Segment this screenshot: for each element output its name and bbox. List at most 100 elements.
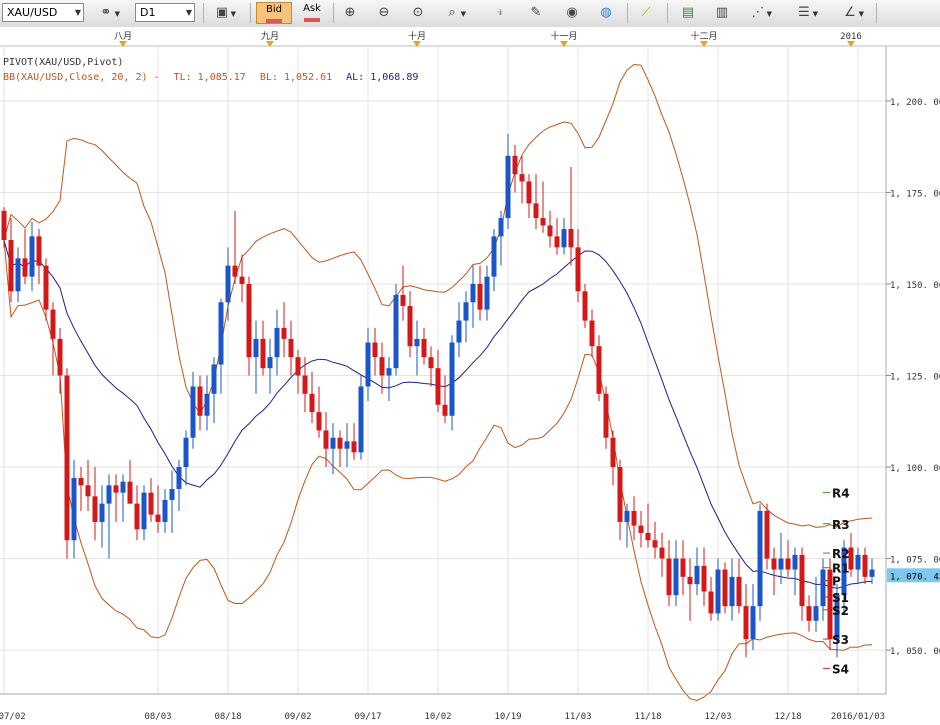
candle-body xyxy=(246,283,252,358)
bid-button[interactable]: Bid xyxy=(256,2,292,24)
last-price-tag: 1, 070. 43 xyxy=(887,568,940,583)
candle-body xyxy=(484,276,490,310)
candle-body xyxy=(232,265,238,277)
candle-body xyxy=(204,393,210,416)
x-tick-label: 08/18 xyxy=(214,712,241,722)
x-tick-label: 11/18 xyxy=(634,712,661,722)
month-labels: 八月 九月 十月 十一月 十二月 2016 xyxy=(114,30,862,47)
zoom-fit-icon[interactable]: ⊙ xyxy=(412,5,424,20)
x-tick-label: 10/19 xyxy=(494,712,521,722)
candle-body xyxy=(631,510,637,526)
candle-body xyxy=(218,302,224,365)
draw-icon[interactable]: ✎ xyxy=(530,5,542,20)
month-marker xyxy=(266,41,274,47)
candle-body xyxy=(393,294,399,369)
pen-icon[interactable]: ∠ ▼ xyxy=(844,5,864,20)
template-icon[interactable]: ▤ xyxy=(681,5,695,20)
candle-body xyxy=(666,558,672,596)
month-label: 十月 xyxy=(408,30,426,42)
fibonacci-icon[interactable]: ⋰ ▼ xyxy=(751,5,773,20)
candle-body xyxy=(575,247,581,292)
candle-body xyxy=(113,485,119,493)
candle-body xyxy=(274,327,280,358)
candle-body xyxy=(1,210,7,241)
compare-icon[interactable]: ▥ xyxy=(715,5,729,20)
bb-lower-band xyxy=(3,239,873,702)
y-tick-label: 1, 175. 00 xyxy=(890,189,940,199)
candles xyxy=(1,133,875,658)
candle-body xyxy=(120,481,126,493)
month-label: 十一月 xyxy=(550,30,577,42)
legend-bb: BB(XAU/USD,Close, 20, 2) - TL: 1,085.17 … xyxy=(3,72,418,83)
candle-body xyxy=(127,481,133,504)
chart-background xyxy=(0,27,940,725)
candle-body xyxy=(71,478,77,541)
candle-body xyxy=(407,305,413,347)
legend-al: AL: 1,068.89 xyxy=(346,72,418,83)
pivot-level-label: R4 xyxy=(832,487,850,501)
candle-body xyxy=(855,554,861,570)
candle-body xyxy=(673,558,679,596)
visibility-icon[interactable]: ◉ xyxy=(566,5,578,20)
candle-body xyxy=(253,338,259,358)
bid-label: Bid xyxy=(266,4,282,15)
candle-body xyxy=(134,503,140,530)
candle-body xyxy=(750,606,756,640)
candle-body xyxy=(29,236,35,277)
candle-body xyxy=(211,364,217,394)
pivot-level-label: P xyxy=(832,575,841,589)
pivot-level-label: R3 xyxy=(832,518,850,532)
candle-body xyxy=(372,342,378,358)
ask-button[interactable]: Ask xyxy=(294,2,330,24)
link-icon[interactable]: ⚭ ▼ xyxy=(100,5,120,20)
candle-body xyxy=(330,437,336,449)
month-marker xyxy=(560,41,568,47)
candle-body xyxy=(799,554,805,607)
candle-body xyxy=(764,510,770,559)
globe-icon[interactable]: ◍ xyxy=(600,5,612,20)
candle-body xyxy=(869,569,875,577)
zoom-out-icon[interactable]: ⊖ xyxy=(378,5,390,20)
month-label: 八月 xyxy=(114,31,132,42)
symbol-select[interactable]: XAU/USD ▼ xyxy=(2,3,84,22)
candle-body xyxy=(841,547,847,596)
timeframe-select[interactable]: D1 ▼ xyxy=(135,3,195,22)
month-marker xyxy=(413,41,421,47)
timeframe-value: D1 xyxy=(140,6,156,19)
candle-body xyxy=(498,218,504,237)
candle-body xyxy=(15,258,21,292)
candle-body xyxy=(722,569,728,607)
candle-body xyxy=(169,488,175,500)
candle-body xyxy=(519,174,525,182)
candle-body xyxy=(526,181,532,204)
ask-bar-icon xyxy=(304,18,320,22)
candle-body xyxy=(827,569,833,640)
candle-body xyxy=(365,342,371,387)
month-marker xyxy=(119,41,127,47)
candle-body xyxy=(225,265,231,303)
candle-body xyxy=(456,320,462,343)
candle-body xyxy=(316,412,322,431)
candle-body xyxy=(176,467,182,489)
candle-body xyxy=(729,576,735,607)
candle-body xyxy=(267,357,273,369)
toolbar-separator xyxy=(876,3,877,23)
chart-type-icon[interactable]: ▣ ▼ xyxy=(215,5,236,20)
lines-icon[interactable]: ☰ ▼ xyxy=(798,5,818,20)
candle-body xyxy=(561,229,567,248)
magnifier-icon[interactable]: ⌕ ▼ xyxy=(448,5,466,20)
candle-body xyxy=(64,375,70,541)
candle-body xyxy=(596,346,602,394)
candle-body xyxy=(435,368,441,405)
candle-body xyxy=(190,386,196,438)
ruler-icon[interactable]: ⟋ xyxy=(641,5,651,20)
x-tick-label: 08/03 xyxy=(144,712,171,722)
candle-body xyxy=(92,496,98,522)
period-separator-icon[interactable]: ⍖ xyxy=(496,5,504,20)
x-tick-label: 10/02 xyxy=(424,712,451,722)
zoom-in-icon[interactable]: ⊕ xyxy=(344,5,356,20)
pivot-level-label: R2 xyxy=(832,547,850,561)
legend-bb-label: BB(XAU/USD,Close, 20, 2) - xyxy=(3,72,160,83)
candle-body xyxy=(260,338,266,369)
